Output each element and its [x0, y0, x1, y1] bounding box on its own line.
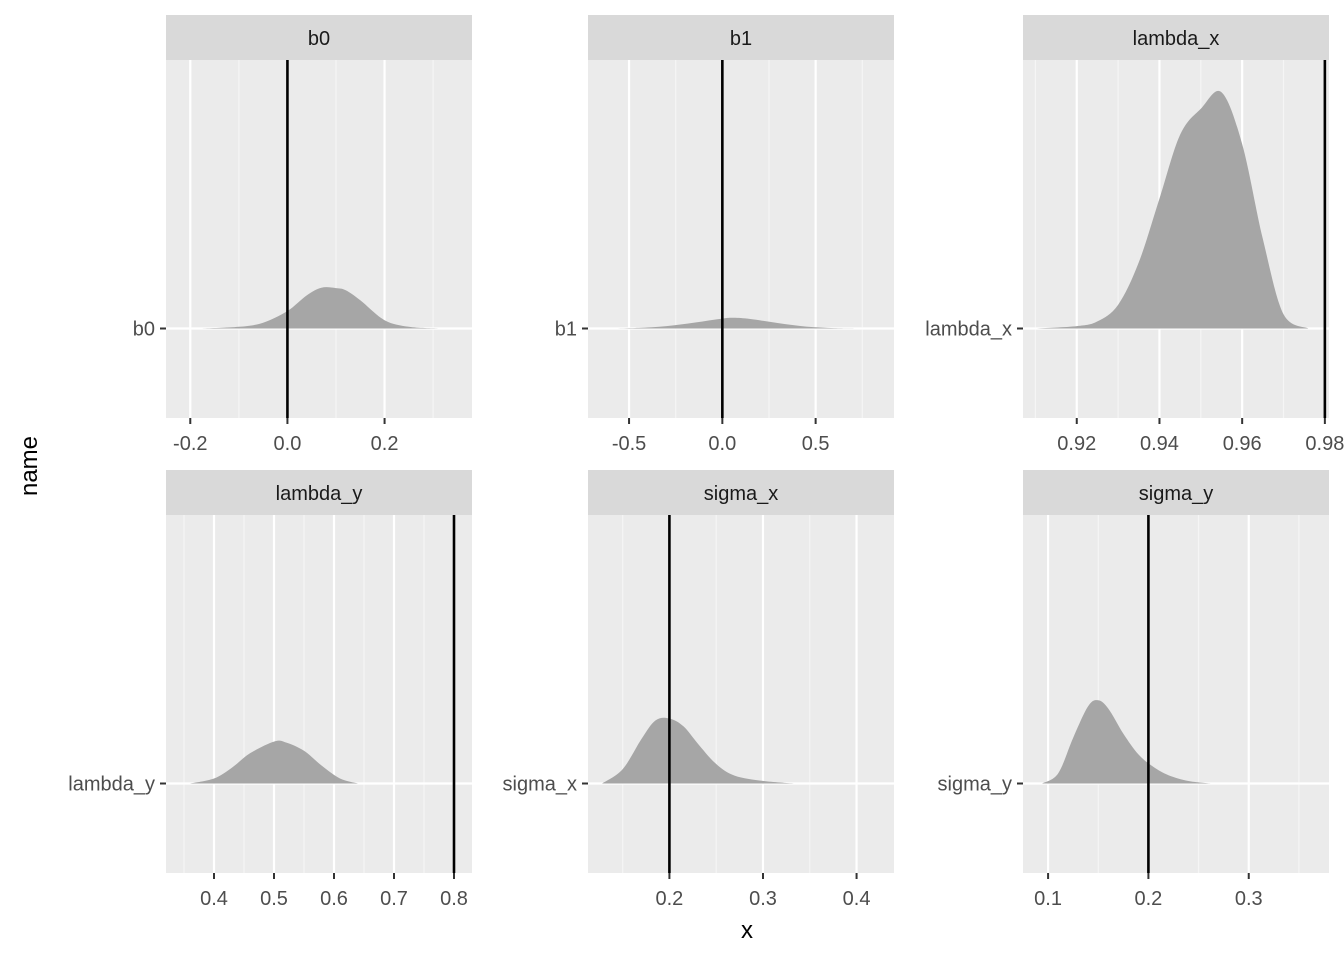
facet-title-lambda-y: lambda_y	[276, 483, 363, 505]
x-tick-label: 0.3	[749, 888, 777, 910]
facet-title-b0: b0	[308, 28, 330, 50]
y-tick-label-sigma-y: sigma_y	[938, 774, 1012, 796]
x-axis-title: x	[741, 917, 753, 944]
facet-lambda-y: lambda_y lambda_y 0.4 0.5 0.6 0.7 0.8	[68, 470, 472, 910]
panel-background-b1	[588, 60, 894, 418]
x-tick-label: 0.98	[1305, 433, 1344, 455]
density-ridge-sigma-y	[1042, 700, 1211, 784]
facet-strip-lambda-y	[166, 470, 472, 515]
facet-sigma-x: sigma_x sigma_x 0.2 0.3 0.4	[503, 470, 894, 910]
facet-strip-sigma-y	[1023, 470, 1329, 515]
facet-lambda-x: lambda_x lambda_x 0.92 0.94 0.96 0.98	[925, 15, 1344, 455]
x-tick-label: 0.0	[274, 433, 302, 455]
y-tick-label-sigma-x: sigma_x	[503, 774, 577, 796]
x-tick-label: 0.7	[380, 888, 408, 910]
density-ridge-lambda-y	[190, 740, 358, 784]
x-tick-label: -0.2	[173, 433, 207, 455]
y-axis-title: name	[16, 436, 43, 496]
density-ridge-b0	[202, 287, 438, 329]
y-tick-label-b0: b0	[133, 319, 155, 341]
panel-background-b0	[166, 60, 472, 418]
facet-strip-b0	[166, 15, 472, 60]
facet-title-sigma-x: sigma_x	[704, 483, 778, 505]
x-tick-label: 0.92	[1057, 433, 1096, 455]
facet-title-b1: b1	[730, 28, 752, 50]
x-tick-label: 0.8	[440, 888, 468, 910]
panel-background-sigma-y	[1023, 515, 1329, 873]
facet-title-sigma-y: sigma_y	[1139, 483, 1213, 505]
x-tick-label: 0.2	[371, 433, 399, 455]
facet-strip-sigma-x	[588, 470, 894, 515]
x-tick-label: 0.5	[802, 433, 830, 455]
x-tick-label: 0.3	[1235, 888, 1263, 910]
x-tick-label: 0.4	[843, 888, 871, 910]
x-tick-label: 0.1	[1034, 888, 1062, 910]
x-tick-label: 0.5	[260, 888, 288, 910]
x-tick-label: 0.4	[200, 888, 228, 910]
x-tick-label: 0.2	[1135, 888, 1163, 910]
facet-strip-b1	[588, 15, 894, 60]
x-tick-label: 0.94	[1140, 433, 1179, 455]
facet-b1: b1 b1 -0.5 0.0 0.5	[555, 15, 894, 455]
y-tick-label-lambda-x: lambda_x	[925, 319, 1012, 341]
facet-b0: b0 b0 -0.2 0.0 0.2	[133, 15, 472, 455]
x-tick-label: 0.0	[708, 433, 736, 455]
x-tick-label: 0.6	[320, 888, 348, 910]
density-ridge-b1	[614, 317, 861, 329]
panel-background-sigma-x	[588, 515, 894, 873]
x-tick-label: -0.5	[612, 433, 646, 455]
facet-sigma-y: sigma_y sigma_y 0.1 0.2 0.3	[938, 470, 1329, 910]
y-tick-label-lambda-y: lambda_y	[68, 774, 155, 796]
y-tick-label-b1: b1	[555, 319, 577, 341]
density-ridge-sigma-x	[602, 717, 794, 784]
facet-strip-lambda-x	[1023, 15, 1329, 60]
x-tick-label: 0.96	[1223, 433, 1262, 455]
panel-background-lambda-y	[166, 515, 472, 873]
x-tick-label: 0.2	[656, 888, 684, 910]
facet-title-lambda-x: lambda_x	[1133, 28, 1220, 50]
density-ridge-lambda-x	[1035, 90, 1309, 329]
